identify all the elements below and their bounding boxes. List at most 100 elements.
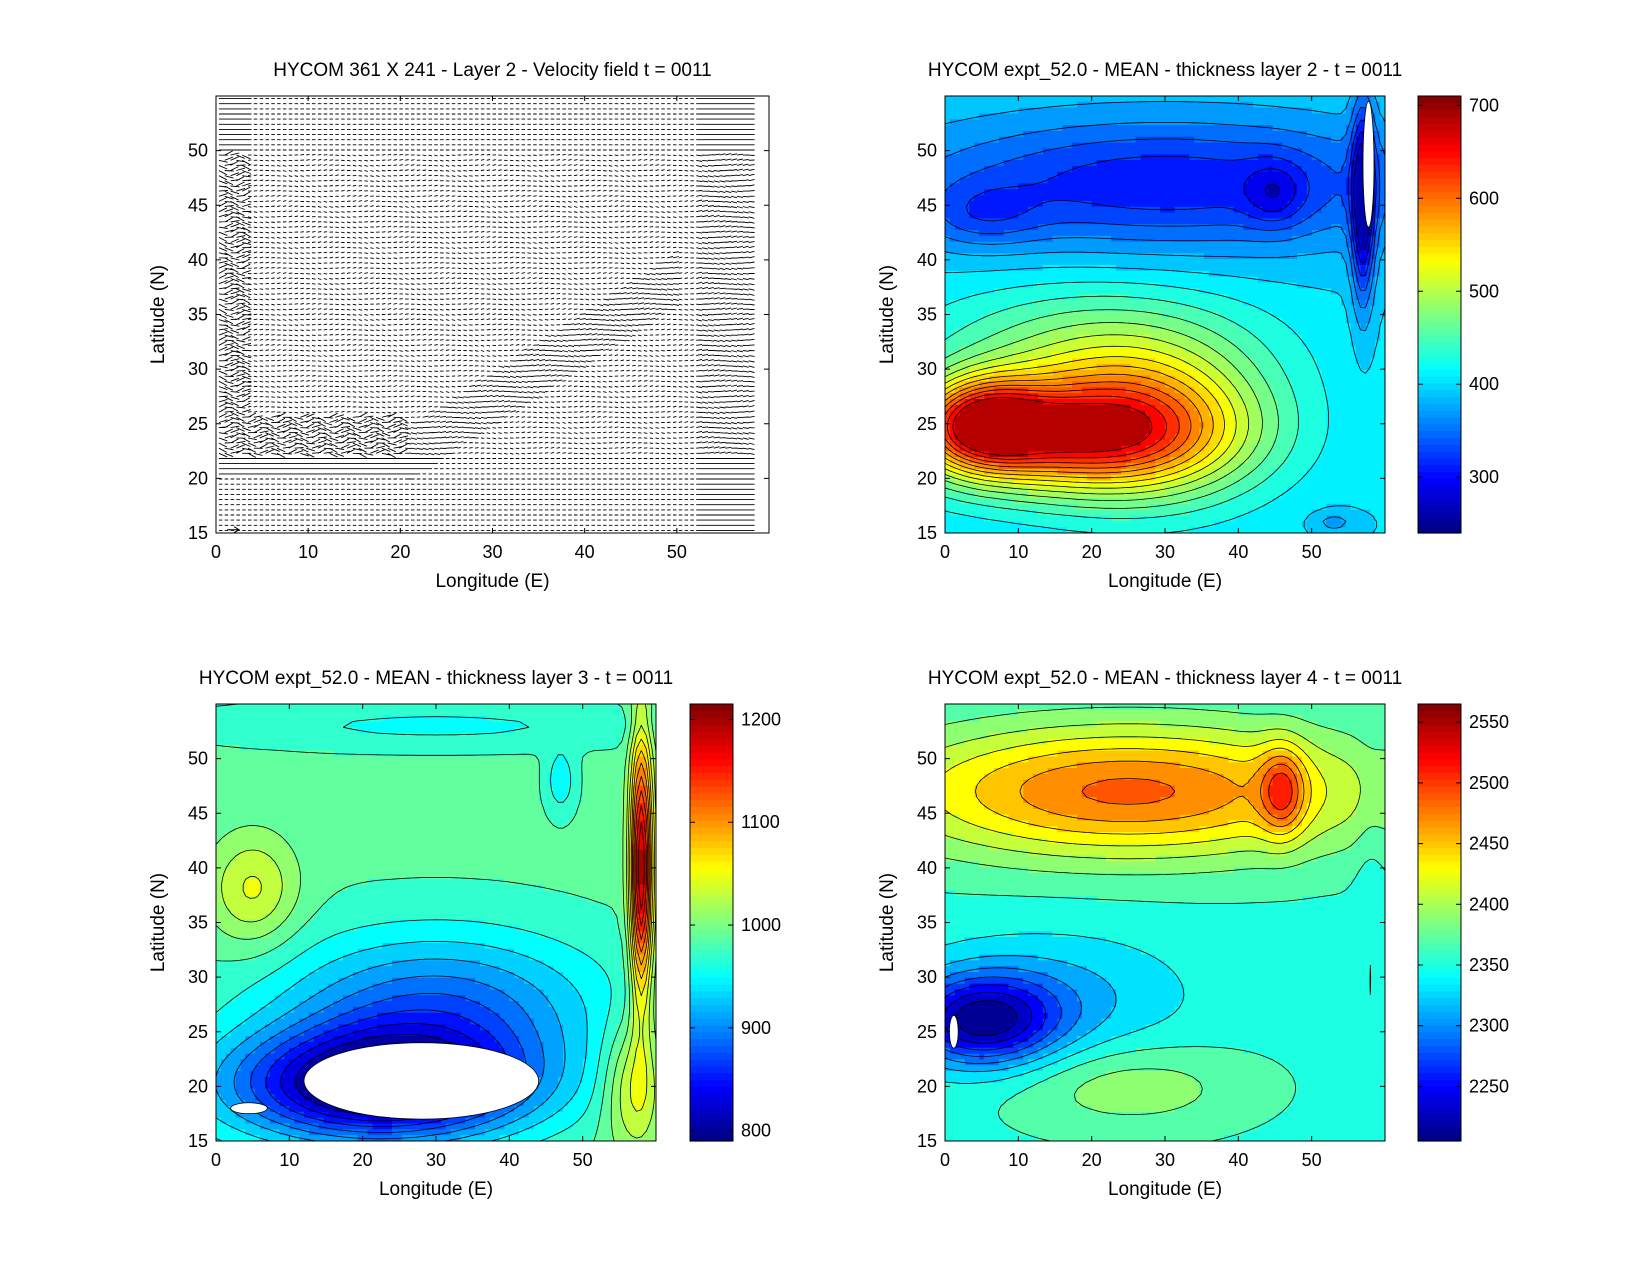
p3-colorbar-swatch [690, 1127, 733, 1135]
p3-ylabel: Latitude (N) [148, 873, 169, 972]
p3-colorbar-label: 800 [741, 1121, 771, 1141]
p4-colorbar-swatch [1418, 1059, 1461, 1067]
p2-colorbar-swatch [1418, 512, 1461, 520]
p3-ytick-label: 15 [188, 1131, 208, 1151]
panel-p2: 300 400 500 600 700 0 10 20 30 40 50 15 20 25 30 35 40 45… [877, 60, 1499, 592]
p2-colorbar-swatch [1418, 307, 1461, 316]
p3-colorbar-swatch [690, 888, 733, 896]
p4-colorbar-swatch [1418, 758, 1461, 767]
p4-colorbar-swatch [1418, 1106, 1461, 1115]
p2-colorbar-swatch [1418, 253, 1461, 261]
p3-colorbar-swatch [690, 1031, 733, 1040]
p3-colorbar-swatch [690, 1024, 733, 1033]
p2-colorbar-swatch [1418, 403, 1461, 411]
p4-ytick-label: 25 [917, 1022, 937, 1042]
p4-colorbar-swatch [1418, 922, 1461, 930]
p2-colorbar-swatch [1418, 130, 1461, 138]
p2-ytick-label: 45 [917, 195, 937, 215]
p2-xtick-label: 0 [940, 542, 950, 562]
p4-colorbar-swatch [1418, 990, 1461, 999]
p4-colorbar-swatch [1418, 977, 1461, 985]
p2-colorbar-swatch [1418, 396, 1461, 404]
p1-velocity-arrows [218, 98, 755, 531]
p2-colorbar-swatch [1418, 437, 1461, 445]
p4-colorbar-swatch [1418, 1045, 1461, 1053]
p4-colorbar-swatch [1418, 724, 1461, 732]
p4-colorbar-label: 2500 [1469, 773, 1509, 793]
p2-ylabel: Latitude (N) [877, 265, 898, 364]
p3-colorbar-swatch [690, 936, 733, 944]
p2-colorbar-swatch [1418, 116, 1461, 124]
p3-colorbar-swatch [690, 1045, 733, 1053]
p4-colorbar-swatch [1418, 929, 1461, 937]
p3-colorbar-swatch [690, 908, 733, 917]
p4-colorbar-swatch [1418, 949, 1461, 958]
p4-colorbar-swatch [1418, 744, 1461, 753]
p3-colorbar-swatch [690, 956, 733, 965]
p2-colorbar-swatch [1418, 287, 1461, 295]
p3-colorbar-swatch [690, 785, 733, 794]
p2-colorbar-swatch [1418, 416, 1461, 425]
p4-colorbar-swatch [1418, 881, 1461, 889]
p1-arrow-field [218, 98, 755, 531]
p1-scale-arrow [227, 526, 241, 534]
p3-colorbar-swatch [690, 799, 733, 808]
p4-colorbar-swatch [1418, 1086, 1461, 1094]
p4-colorbar-swatch [1418, 751, 1461, 760]
p2-colorbar-swatch [1418, 171, 1461, 179]
p2-colorbar-label: 500 [1469, 281, 1499, 301]
p3-colorbar-swatch [690, 1072, 733, 1081]
p4-contour-lines [945, 706, 1385, 1141]
p3-colorbar-swatch [690, 1134, 733, 1142]
p2-colorbar-swatch [1418, 150, 1461, 159]
p1-ytick-label: 15 [188, 523, 208, 543]
p4-xtick-label: 30 [1155, 1150, 1175, 1170]
p4-colorbar-swatch [1418, 1072, 1461, 1081]
p2-ytick-label: 50 [917, 141, 937, 161]
p4-colorbar-swatch [1418, 874, 1461, 883]
p2-colorbar-label: 600 [1469, 188, 1499, 208]
p3-colorbar-swatch [690, 983, 733, 992]
p2-colorbar-label: 300 [1469, 467, 1499, 487]
p2-xtick-label: 30 [1155, 542, 1175, 562]
p3-colorbar-swatch [690, 929, 733, 937]
p2-contour-field [945, 96, 1385, 533]
p4-colorbar-swatch [1418, 983, 1461, 992]
p4-contour-field [945, 704, 1385, 1141]
p3-colorbar-swatch [690, 1004, 733, 1012]
p2-colorbar-swatch [1418, 157, 1461, 165]
p3-colorbar-swatch [690, 977, 733, 985]
p2-title: HYCOM expt_52.0 - MEAN - thickness layer… [928, 60, 1402, 81]
p3-colorbar-label: 1100 [741, 812, 780, 832]
p2-colorbar-swatch [1418, 205, 1461, 213]
p4-colorbar-swatch [1418, 963, 1461, 971]
p3-colorbar-swatch [690, 1011, 733, 1019]
p2-colorbar-swatch [1418, 369, 1461, 377]
p4-colorbar-swatch [1418, 847, 1461, 855]
p4-ytick-label: 40 [917, 858, 937, 878]
p2-colorbar-swatch [1418, 519, 1461, 527]
p4-colorbar-swatch [1418, 826, 1461, 835]
p2-colorbar-swatch [1418, 444, 1461, 452]
p3-colorbar-swatch [690, 806, 733, 814]
p2-xtick-label: 40 [1228, 542, 1248, 562]
p4-colorbar-swatch [1418, 813, 1461, 821]
p2-colorbar-swatch [1418, 136, 1461, 145]
p2-colorbar-swatch [1418, 177, 1461, 186]
p4-colorbar-swatch [1418, 1134, 1461, 1142]
p2-colorbar-swatch [1418, 109, 1461, 118]
p1-ytick-label: 20 [188, 468, 208, 488]
p3-colorbar-swatch [690, 751, 733, 760]
p3-xtick-label: 30 [426, 1150, 446, 1170]
p3-title: HYCOM expt_52.0 - MEAN - thickness layer… [199, 668, 673, 689]
p2-colorbar-swatch [1418, 362, 1461, 370]
p2-colorbar-swatch [1418, 143, 1461, 152]
p4-masked-region [948, 1014, 959, 1049]
p2-masked-region [1362, 101, 1375, 228]
p3-colorbar-swatch [690, 949, 733, 958]
p2-contour-lines [945, 96, 1385, 533]
p2-colorbar-swatch [1418, 382, 1461, 391]
p4-colorbar-swatch [1418, 854, 1461, 862]
p2-colorbar-swatch [1418, 471, 1461, 479]
